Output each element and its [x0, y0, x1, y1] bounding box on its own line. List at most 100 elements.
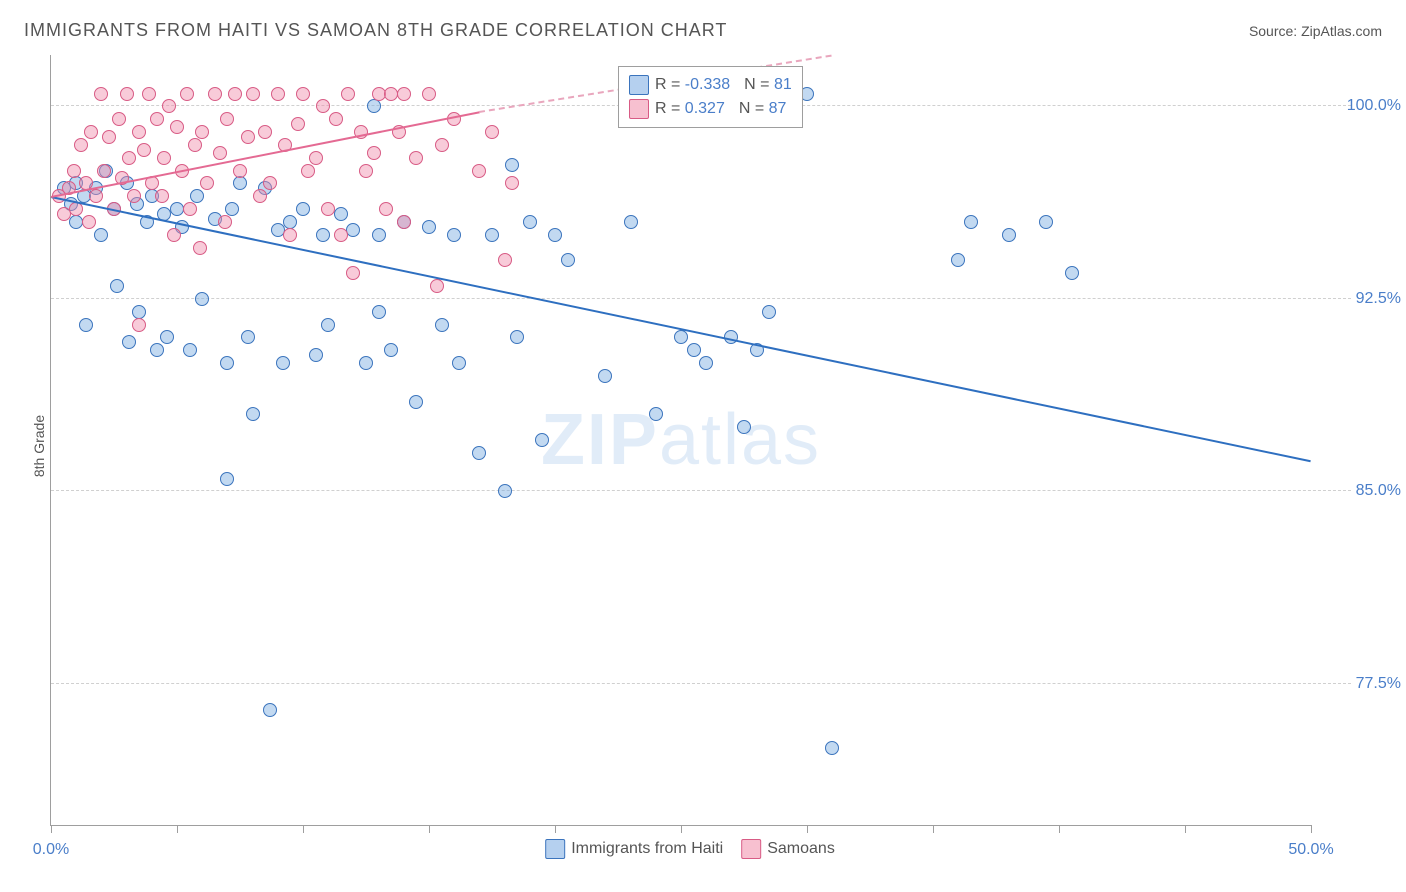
data-point [208, 87, 222, 101]
x-tick [177, 825, 178, 833]
data-point [409, 395, 423, 409]
data-point [687, 343, 701, 357]
x-tick-label: 50.0% [1288, 841, 1333, 859]
data-point [624, 215, 638, 229]
data-point [246, 407, 260, 421]
data-point [334, 207, 348, 221]
data-point [110, 279, 124, 293]
data-point [84, 125, 98, 139]
x-tick [1311, 825, 1312, 833]
data-point [379, 202, 393, 216]
x-tick [681, 825, 682, 833]
legend-swatch [629, 99, 649, 119]
stat-r-label: R = [655, 76, 685, 93]
data-point [97, 164, 111, 178]
data-point [548, 228, 562, 242]
data-point [346, 223, 360, 237]
data-point [485, 125, 499, 139]
data-point [309, 348, 323, 362]
data-point [67, 164, 81, 178]
stat-n-value: 81 [774, 76, 792, 93]
stat-r-value: -0.338 [685, 76, 730, 93]
y-axis-label: 8th Grade [31, 415, 47, 477]
data-point [309, 151, 323, 165]
data-point [472, 164, 486, 178]
data-point [271, 87, 285, 101]
x-tick [1185, 825, 1186, 833]
data-point [397, 215, 411, 229]
data-point [155, 189, 169, 203]
data-point [79, 318, 93, 332]
data-point [241, 130, 255, 144]
data-point [372, 305, 386, 319]
legend-swatch [629, 75, 649, 95]
data-point [253, 189, 267, 203]
data-point [359, 164, 373, 178]
data-point [1002, 228, 1016, 242]
data-point [258, 125, 272, 139]
data-point [422, 87, 436, 101]
data-point [74, 138, 88, 152]
y-tick-label: 85.0% [1321, 482, 1401, 500]
data-point [435, 318, 449, 332]
data-point [699, 356, 713, 370]
data-point [296, 87, 310, 101]
data-point [122, 335, 136, 349]
data-point [321, 318, 335, 332]
y-tick-label: 92.5% [1321, 290, 1401, 308]
data-point [183, 343, 197, 357]
data-point [291, 117, 305, 131]
data-point [220, 112, 234, 126]
gridline-h [51, 683, 1351, 684]
data-point [162, 99, 176, 113]
legend-label: Samoans [767, 840, 835, 857]
x-tick [303, 825, 304, 833]
data-point [225, 202, 239, 216]
data-point [737, 420, 751, 434]
source-label: Source: ZipAtlas.com [1249, 23, 1382, 39]
stats-box: R = -0.338N = 81R = 0.327N = 87 [618, 66, 803, 128]
data-point [1065, 266, 1079, 280]
data-point [964, 215, 978, 229]
data-point [283, 228, 297, 242]
x-tick [1059, 825, 1060, 833]
data-point [367, 146, 381, 160]
title-bar: IMMIGRANTS FROM HAITI VS SAMOAN 8TH GRAD… [24, 20, 1382, 41]
data-point [430, 279, 444, 293]
data-point [372, 228, 386, 242]
trend-line [51, 196, 1311, 462]
data-point [384, 343, 398, 357]
data-point [142, 87, 156, 101]
data-point [150, 112, 164, 126]
data-point [498, 484, 512, 498]
data-point [82, 215, 96, 229]
gridline-h [51, 490, 1351, 491]
data-point [498, 253, 512, 267]
data-point [127, 189, 141, 203]
data-point [341, 87, 355, 101]
data-point [193, 241, 207, 255]
stat-r-value: 0.327 [685, 100, 725, 117]
data-point [167, 228, 181, 242]
chart-title: IMMIGRANTS FROM HAITI VS SAMOAN 8TH GRAD… [24, 20, 727, 41]
data-point [422, 220, 436, 234]
data-point [263, 703, 277, 717]
legend-swatch [545, 839, 565, 859]
stats-row: R = -0.338N = 81 [629, 73, 792, 97]
data-point [94, 87, 108, 101]
data-point [233, 164, 247, 178]
data-point [825, 741, 839, 755]
legend-swatch [741, 839, 761, 859]
x-tick [429, 825, 430, 833]
data-point [137, 143, 151, 157]
data-point [296, 202, 310, 216]
data-point [132, 318, 146, 332]
stat-n-value: 87 [769, 100, 787, 117]
data-point [359, 356, 373, 370]
gridline-h [51, 298, 1351, 299]
data-point [598, 369, 612, 383]
data-point [183, 202, 197, 216]
data-point [649, 407, 663, 421]
stat-r-label: R = [655, 100, 685, 117]
data-point [180, 87, 194, 101]
